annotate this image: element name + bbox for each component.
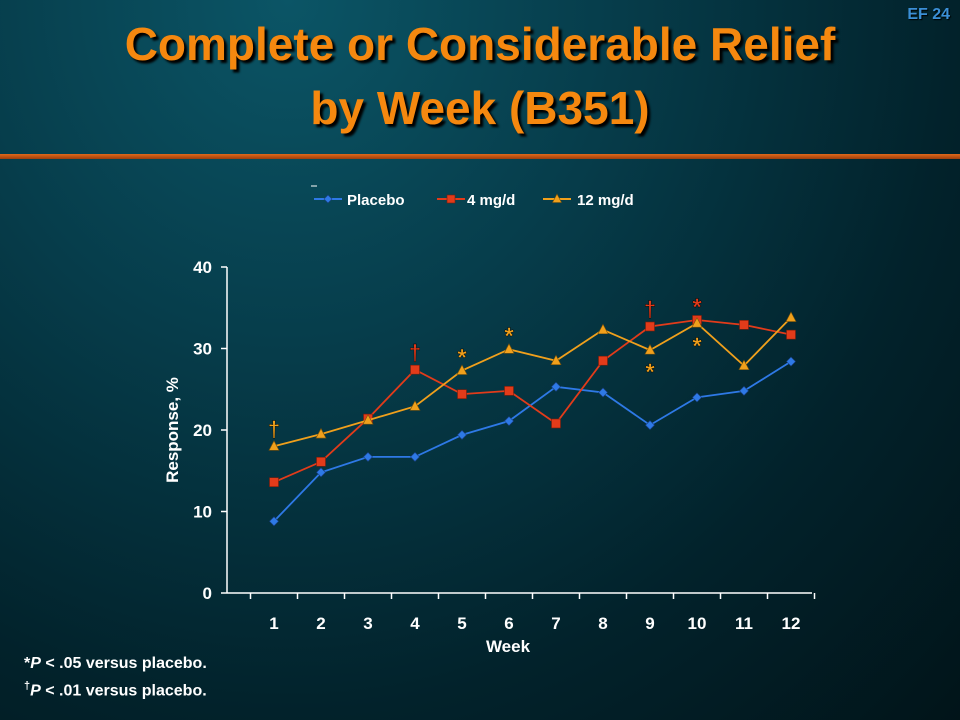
significance-asterisk: * [504, 323, 514, 350]
data-point-12-mg-d [362, 414, 374, 425]
legend-marker-12-mg-d [552, 193, 562, 203]
series-line-12-mg-d [273, 316, 792, 448]
data-point-12-mg-d [644, 343, 656, 355]
footnote-p05-p: P [30, 655, 41, 672]
significance-asterisk: * [692, 333, 702, 360]
significance-dagger: † [409, 340, 421, 365]
y-tick-label: 10 [193, 503, 212, 522]
x-tick-label: 8 [598, 614, 607, 633]
data-point-placebo [786, 356, 796, 367]
title-line-1: Complete or Considerable Relief [124, 18, 836, 70]
data-point-placebo [363, 451, 373, 462]
data-point-placebo [410, 451, 420, 462]
x-tick-label: 4 [410, 614, 420, 633]
slide-id-label: EF 24 [907, 6, 950, 23]
data-point-12-mg-d [785, 311, 797, 322]
data-point-12-mg-d [409, 400, 421, 411]
data-point-4-mg-d [316, 456, 326, 467]
title-line-2: by Week (B351) [310, 82, 650, 134]
footnote-p05: *P < .05 versus placebo. [24, 652, 207, 675]
y-tick-label: 20 [193, 421, 212, 440]
data-point-placebo [551, 381, 561, 392]
data-point-12-mg-d [315, 427, 327, 439]
data-point-4-mg-d [504, 386, 514, 396]
data-point-placebo [645, 420, 655, 431]
data-point-12-mg-d [597, 323, 609, 335]
data-point-placebo [457, 429, 467, 440]
x-tick-label: 9 [645, 614, 654, 633]
data-point-12-mg-d [268, 440, 280, 451]
series-line-4-mg-d [273, 319, 792, 483]
data-point-placebo [598, 387, 608, 398]
footnote-p05-text: < .05 versus placebo. [40, 655, 207, 672]
significance-asterisk: * [645, 359, 655, 386]
data-point-12-mg-d [503, 343, 515, 354]
footnotes: *P < .05 versus placebo. †P < .01 versus… [24, 652, 207, 702]
legend-label-12-mg-d: 12 mg/d [577, 192, 634, 209]
data-point-4-mg-d [786, 329, 796, 340]
series-line-placebo [273, 360, 792, 522]
data-point-12-mg-d [550, 354, 562, 366]
significance-asterisk: * [457, 344, 467, 371]
legend-marker-4-mg-d [446, 194, 456, 204]
significance-dagger: † [268, 416, 280, 441]
title-divider [0, 154, 960, 159]
x-tick-label: 10 [688, 614, 707, 633]
footnote-p01: †P < .01 versus placebo. [24, 675, 207, 702]
data-point-4-mg-d [598, 355, 608, 366]
x-tick-label: 1 [269, 614, 278, 633]
x-tick-label: 6 [504, 614, 513, 633]
data-point-placebo [739, 385, 749, 396]
footnote-p01-text: < .01 versus placebo. [40, 682, 207, 700]
y-tick-label: 0 [203, 584, 212, 603]
footnote-p01-mark: † [24, 680, 31, 692]
data-point-4-mg-d [551, 418, 561, 429]
y-axis-label: Response, % [163, 377, 182, 483]
significance-dagger: † [644, 297, 656, 322]
data-point-placebo [316, 467, 326, 478]
x-tick-label: 11 [735, 614, 753, 633]
x-tick-label: 5 [457, 614, 466, 633]
x-tick-label: 12 [782, 614, 801, 633]
data-point-placebo [504, 416, 514, 426]
data-point-12-mg-d [738, 359, 750, 370]
significance-asterisk: * [692, 294, 702, 321]
legend-label-placebo: Placebo [347, 192, 405, 209]
data-point-4-mg-d [410, 364, 420, 375]
legend-marker-placebo [323, 194, 333, 204]
data-point-placebo [269, 516, 279, 527]
page-title: Complete or Considerable Relief by Week … [0, 12, 960, 140]
y-tick-label: 30 [193, 340, 212, 359]
x-tick-label: 2 [316, 614, 325, 633]
y-tick-label: 40 [193, 258, 212, 277]
data-point-placebo [692, 392, 702, 403]
x-axis-label: Week [486, 637, 531, 656]
data-point-4-mg-d [645, 321, 655, 332]
data-point-4-mg-d [457, 389, 467, 399]
footnote-p05-mark: * [24, 655, 31, 672]
data-point-4-mg-d [739, 320, 749, 330]
data-point-4-mg-d [269, 477, 279, 487]
data-point-12-mg-d [691, 317, 703, 328]
x-tick-label: 7 [551, 614, 560, 633]
footnote-p01-p: P [30, 682, 41, 700]
legend-label-4-mg-d: 4 mg/d [467, 192, 515, 209]
data-point-12-mg-d [456, 364, 468, 375]
x-tick-label: 3 [363, 614, 372, 633]
